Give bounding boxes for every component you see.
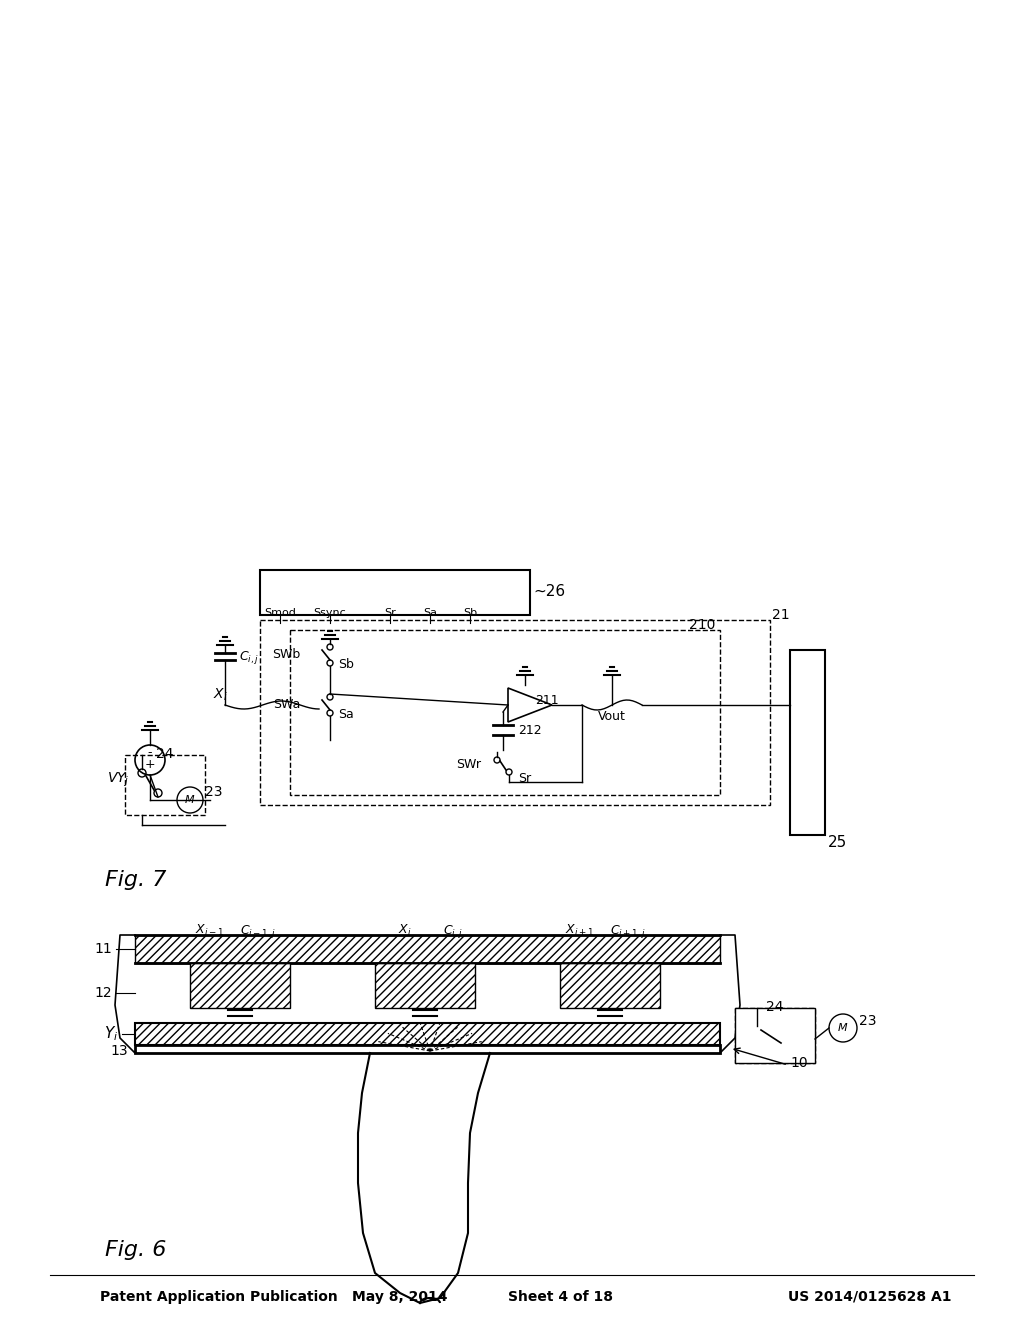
Text: Patent Application Publication: Patent Application Publication [100, 1290, 338, 1304]
Text: Smod: Smod [264, 609, 296, 618]
Text: 23: 23 [205, 785, 222, 799]
Text: $C_{i+1,j}$: $C_{i+1,j}$ [610, 923, 646, 940]
Text: $C_{i,j}$: $C_{i,j}$ [239, 648, 259, 665]
Text: +: + [144, 759, 156, 771]
Text: 12: 12 [94, 986, 112, 1001]
Text: 10: 10 [790, 1056, 808, 1071]
Text: 13: 13 [111, 1044, 128, 1059]
Text: M: M [185, 795, 195, 805]
Text: -: - [147, 747, 153, 759]
Text: SWb: SWb [271, 648, 300, 661]
Text: 11: 11 [94, 942, 112, 956]
Text: Sa: Sa [423, 609, 437, 618]
Text: 21: 21 [772, 609, 790, 622]
Text: 24: 24 [766, 1001, 783, 1014]
Text: $X_{i+1}$: $X_{i+1}$ [565, 923, 595, 939]
Text: $C_{i,j}$: $C_{i,j}$ [443, 923, 463, 940]
Text: 210: 210 [688, 618, 715, 632]
Text: $C_{i-1,j}$: $C_{i-1,j}$ [240, 923, 276, 940]
Text: $VY_j$: $VY_j$ [108, 771, 130, 789]
Text: May 8, 2014: May 8, 2014 [352, 1290, 447, 1304]
Bar [135, 1023, 720, 1045]
Text: Sb: Sb [338, 659, 354, 672]
Text: ~26: ~26 [534, 585, 565, 599]
Text: $X_{i-1}$: $X_{i-1}$ [196, 923, 224, 939]
Text: Ssync: Ssync [313, 609, 346, 618]
Text: Sheet 4 of 18: Sheet 4 of 18 [508, 1290, 612, 1304]
Text: 211: 211 [535, 693, 559, 706]
Text: 25: 25 [828, 836, 847, 850]
Bar [790, 649, 825, 836]
Text: M: M [839, 1023, 848, 1034]
Text: SWa: SWa [272, 698, 300, 711]
Text: Sr: Sr [518, 771, 531, 784]
Text: SWr: SWr [456, 759, 481, 771]
Bar [560, 964, 660, 1008]
Bar [260, 620, 770, 805]
Text: US 2014/0125628 A1: US 2014/0125628 A1 [788, 1290, 951, 1304]
Text: Sa: Sa [338, 709, 353, 722]
Bar [735, 1008, 815, 1063]
Bar [135, 1045, 720, 1053]
Bar [290, 630, 720, 795]
Text: 23: 23 [859, 1014, 877, 1028]
Bar [135, 935, 720, 964]
Text: $X_i$: $X_i$ [213, 686, 227, 704]
Bar [735, 1008, 815, 1063]
Text: 24: 24 [157, 747, 174, 762]
Bar [190, 964, 290, 1008]
Bar [260, 570, 530, 615]
Text: Sb: Sb [463, 609, 477, 618]
Text: 212: 212 [518, 723, 542, 737]
Text: Fig. 7: Fig. 7 [105, 870, 166, 890]
Text: Vout: Vout [598, 710, 626, 723]
Text: $X_i$: $X_i$ [398, 923, 412, 939]
Text: Sr: Sr [384, 609, 396, 618]
Bar [125, 755, 205, 814]
Bar [375, 964, 475, 1008]
Text: $Y_i$: $Y_i$ [103, 1024, 118, 1043]
Text: Fig. 6: Fig. 6 [105, 1239, 166, 1261]
